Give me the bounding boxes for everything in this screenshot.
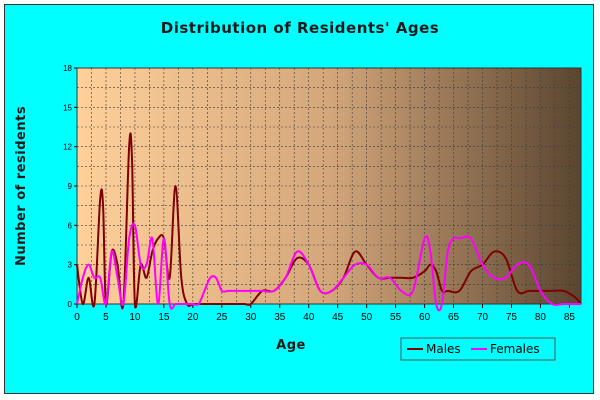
x-tick-label: 15 bbox=[158, 312, 170, 323]
x-tick-label: 80 bbox=[535, 312, 547, 323]
series-line-males bbox=[76, 132, 582, 310]
x-tick-label: 25 bbox=[216, 312, 228, 323]
y-tick-label: 6 bbox=[68, 221, 73, 230]
y-tick-label: 12 bbox=[63, 143, 72, 152]
x-tick-label: 65 bbox=[448, 312, 460, 323]
x-tick-label: 35 bbox=[274, 312, 286, 323]
y-tick-label: 15 bbox=[63, 103, 72, 112]
x-tick-label: 5 bbox=[103, 312, 109, 323]
x-tick-label: 40 bbox=[303, 312, 315, 323]
x-tick-label: 60 bbox=[419, 312, 431, 323]
x-tick-label: 70 bbox=[477, 312, 489, 323]
x-axis-title: Age bbox=[276, 338, 306, 353]
x-tick-label: 10 bbox=[129, 312, 141, 323]
x-tick-label: 0 bbox=[74, 312, 80, 323]
chart-title: Distribution of Residents' Ages bbox=[161, 19, 439, 37]
tick-labels: 0 5 10 15 20 25 30 35 40 45 50 55 60 65 70 75 80 85 0 3 6 9 12… bbox=[63, 64, 575, 323]
chart-svg: Distribution of Residents' Ages 0 5 10 15 20… bbox=[14, 19, 582, 361]
x-tick-label: 85 bbox=[564, 312, 576, 323]
legend: Males Females bbox=[400, 337, 556, 361]
legend-label-females: Females bbox=[490, 342, 540, 356]
x-tick-label: 45 bbox=[332, 312, 344, 323]
x-tick-label: 50 bbox=[361, 312, 373, 323]
y-axis-title: Number of residents bbox=[14, 106, 29, 266]
series-line-females bbox=[76, 222, 581, 312]
series-lines bbox=[76, 132, 582, 312]
x-tick-label: 55 bbox=[390, 312, 402, 323]
legend-label-males: Males bbox=[426, 342, 461, 356]
chart-frame: Distribution of Residents' Ages 0 5 10 15 20… bbox=[4, 4, 594, 394]
y-tick-label: 9 bbox=[68, 182, 73, 191]
x-tick-label: 75 bbox=[506, 312, 518, 323]
y-tick-label: 3 bbox=[68, 261, 73, 270]
x-tick-label: 20 bbox=[187, 312, 199, 323]
y-tick-label: 18 bbox=[63, 64, 72, 73]
y-tick-label: 0 bbox=[68, 300, 73, 309]
x-tick-label: 30 bbox=[245, 312, 257, 323]
